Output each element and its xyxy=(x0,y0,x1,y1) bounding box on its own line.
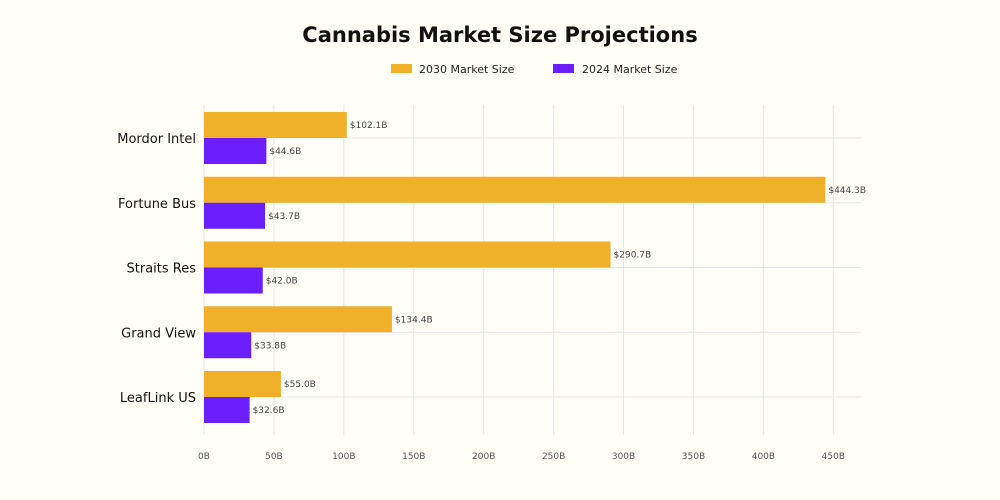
x-tick-label: 400B xyxy=(752,452,775,462)
bar-2024 xyxy=(204,202,266,229)
value-label-2024: $32.6B xyxy=(253,406,285,416)
bar-2024 xyxy=(204,138,267,164)
value-label-2024: $44.6B xyxy=(269,147,301,157)
bar-2024 xyxy=(204,267,263,294)
x-tick-label: 450B xyxy=(822,452,845,462)
value-label-2024: $33.8B xyxy=(254,341,286,351)
value-label-2030: $102.1B xyxy=(350,121,388,131)
value-label-2030: $134.4B xyxy=(395,315,433,325)
x-tick-label: 350B xyxy=(682,452,705,462)
bar-2030 xyxy=(204,306,392,333)
legend-label-2030: 2030 Market Size xyxy=(419,63,515,76)
value-label-2030: $55.0B xyxy=(284,380,316,390)
labels-layer: 0B 50B 100B 150B 200B 250B 300B 350B 400B 450B Mor… xyxy=(117,121,866,462)
value-label-2030: $444.3B xyxy=(828,186,866,196)
x-tick-label: 300B xyxy=(612,452,635,462)
bar-2030 xyxy=(204,371,281,397)
category-label: Grand View xyxy=(121,326,196,341)
value-label-2024: $43.7B xyxy=(268,212,300,222)
bar-2030 xyxy=(204,241,611,268)
x-tick-label: 150B xyxy=(402,452,425,462)
value-label-2024: $42.0B xyxy=(266,277,298,287)
category-label: Mordor Intel xyxy=(117,132,196,147)
category-label: Fortune Bus xyxy=(118,197,196,212)
legend-label-2024: 2024 Market Size xyxy=(582,63,678,76)
legend: 2030 Market Size 2024 Market Size xyxy=(391,63,678,76)
bar-2030 xyxy=(204,176,826,203)
category-label: Straits Res xyxy=(127,262,197,277)
bar-2030 xyxy=(204,112,347,138)
bar-2024 xyxy=(204,397,250,423)
x-tick-label: 250B xyxy=(542,452,565,462)
x-tick-label: 100B xyxy=(332,452,355,462)
chart-title: Cannabis Market Size Projections xyxy=(302,23,697,47)
x-tick-label: 200B xyxy=(472,452,495,462)
legend-swatch-2030 xyxy=(391,64,412,73)
legend-swatch-2024 xyxy=(553,64,574,73)
value-label-2030: $290.7B xyxy=(614,251,652,261)
x-tick-label: 50B xyxy=(265,452,283,462)
x-tick-label: 0B xyxy=(198,452,210,462)
bar-2024 xyxy=(204,332,252,359)
bars-layer xyxy=(204,112,826,423)
category-label: LeafLink US xyxy=(120,391,196,406)
